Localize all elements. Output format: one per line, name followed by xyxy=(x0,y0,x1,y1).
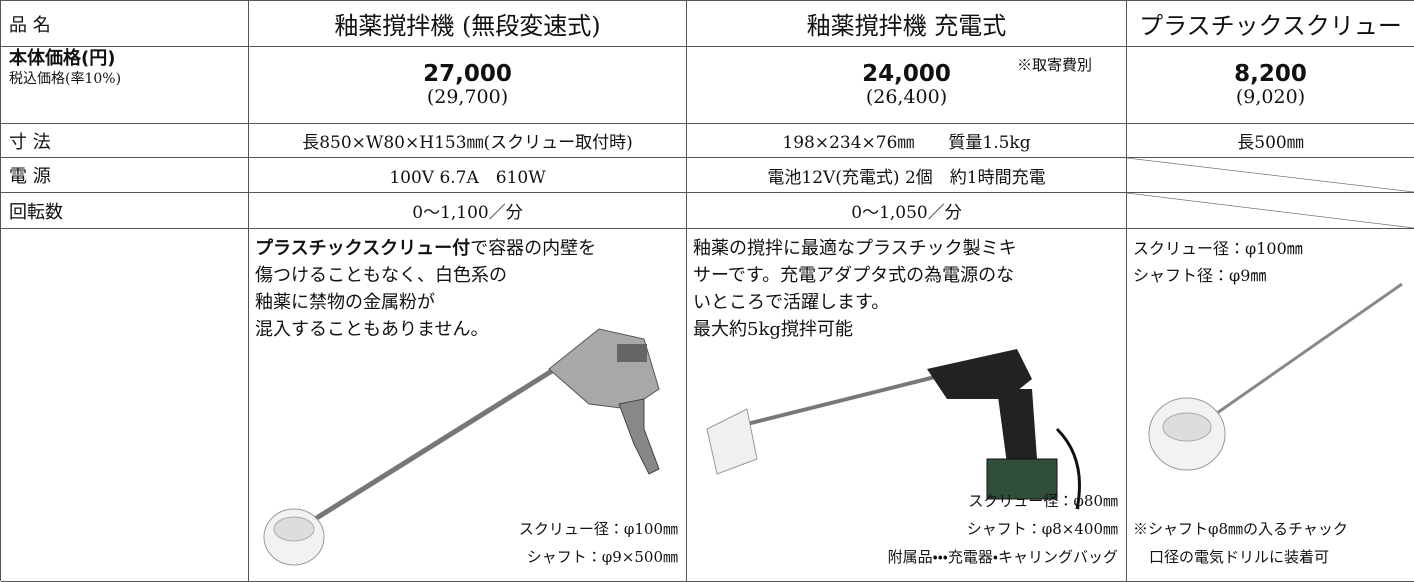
note-line: ※シャフトφ8㎜の入るチャック xyxy=(1133,520,1348,538)
empty-label xyxy=(1,229,249,582)
price: 27,000 xyxy=(423,60,512,87)
spec-line: シャフト：φ8×400㎜ xyxy=(966,520,1118,538)
description-line: 釉薬の撹拌に最適なプラスチック製ミキ xyxy=(693,238,1017,259)
tax-price: (29,700) xyxy=(426,86,509,109)
price-cell: 27,000 (29,700) xyxy=(249,47,687,124)
price: 24,000 xyxy=(862,60,951,87)
price-cell: 8,200 (9,020) xyxy=(1127,47,1414,124)
empty-cell xyxy=(1127,158,1414,193)
row-label: 品 名 xyxy=(1,1,249,47)
rpm: 0〜1,050／分 xyxy=(687,193,1127,229)
spec-line: スクリュー径：φ80㎜ xyxy=(968,492,1118,510)
row-label: 本体価格(円) 税込価格(率10%) xyxy=(1,47,249,124)
spec-line: スクリュー径：φ100㎜ xyxy=(1133,239,1303,258)
description-line: 傷つけることもなく、白色系の xyxy=(255,265,507,286)
description-text: プラスチックスクリュー付で容器の内壁を 傷つけることもなく、白色系の 釉薬に禁物… xyxy=(255,235,596,343)
note: ※シャフトφ8㎜の入るチャック 口径の電気ドリルに装着可 xyxy=(1133,515,1348,571)
power: 100V 6.7A 610W xyxy=(249,158,687,193)
product-name: 釉薬撹拌機 (無段変速式) xyxy=(249,1,687,47)
screw-image xyxy=(1148,282,1403,471)
description-cell: プラスチックスクリュー付で容器の内壁を 傷つけることもなく、白色系の 釉薬に禁物… xyxy=(249,229,687,582)
product-name: 釉薬撹拌機 充電式 xyxy=(687,1,1127,47)
dimension: 長850×W80×H153㎜(スクリュー取付時) xyxy=(249,124,687,158)
drill-image xyxy=(263,328,660,566)
note-line: 口径の電気ドリルに装着可 xyxy=(1149,548,1330,566)
price-label: 本体価格(円) xyxy=(9,48,116,69)
row-label: 回転数 xyxy=(1,193,249,229)
price: 8,200 xyxy=(1234,60,1307,87)
product-name: プラスチックスクリュー xyxy=(1127,1,1414,47)
spec-line: 附属品・・・充電器・キャリングバッグ xyxy=(887,548,1118,566)
dimension: 長500㎜ xyxy=(1127,124,1414,158)
description-line: 釉薬に禁物の金属粉が xyxy=(255,292,435,313)
tax-price: (26,400) xyxy=(865,86,948,109)
specs-top: スクリュー径：φ100㎜ シャフト径：φ9㎜ xyxy=(1133,235,1303,289)
cordless-drill-image xyxy=(706,349,1081,510)
description-cell: 釉薬の撹拌に最適なプラスチック製ミキ サーです。充電アダプタ式の為電源のな いと… xyxy=(687,229,1127,582)
specs: スクリュー径：φ100㎜ シャフト：φ9×500㎜ xyxy=(519,515,678,571)
tax-label: 税込価格(率10%) xyxy=(9,71,122,88)
empty-cell xyxy=(1127,193,1414,229)
description-line: プラスチックスクリュー付で容器の内壁を xyxy=(255,235,596,262)
specs: スクリュー径：φ80㎜ シャフト：φ8×400㎜ 附属品・・・充電器・キャリング… xyxy=(888,487,1118,571)
description-line: 混入することもありません。 xyxy=(255,319,489,340)
tax-price: (9,020) xyxy=(1235,86,1306,109)
description-text: 釉薬の撹拌に最適なプラスチック製ミキ サーです。充電アダプタ式の為電源のな いと… xyxy=(693,235,1017,343)
row-label: 電 源 xyxy=(1,158,249,193)
price-note: ※取寄費別 xyxy=(1016,56,1092,74)
description-cell: スクリュー径：φ100㎜ シャフト径：φ9㎜ ※シャフトφ8㎜の入るチャック 口… xyxy=(1127,229,1414,582)
price-cell: 24,000 (26,400) ※取寄費別 xyxy=(687,47,1127,124)
description-line: で容器の内壁を xyxy=(470,238,597,259)
spec-line: シャフト：φ9×500㎜ xyxy=(526,548,678,566)
description-line: サーです。充電アダプタ式の為電源のな xyxy=(693,265,1015,286)
description-bold: プラスチックスクリュー付 xyxy=(255,238,471,259)
spec-line: シャフト径：φ9㎜ xyxy=(1133,266,1267,285)
row-label: 寸 法 xyxy=(1,124,249,158)
description-line: 最大約5kg撹拌可能 xyxy=(693,319,853,340)
dimension: 198×234×76㎜ 質量1.5kg xyxy=(687,124,1127,158)
description-line: いところで活躍します。 xyxy=(693,292,890,313)
power: 電池12V(充電式) 2個 約1時間充電 xyxy=(687,158,1127,193)
spec-line: スクリュー径：φ100㎜ xyxy=(518,520,678,538)
rpm: 0〜1,100／分 xyxy=(249,193,687,229)
